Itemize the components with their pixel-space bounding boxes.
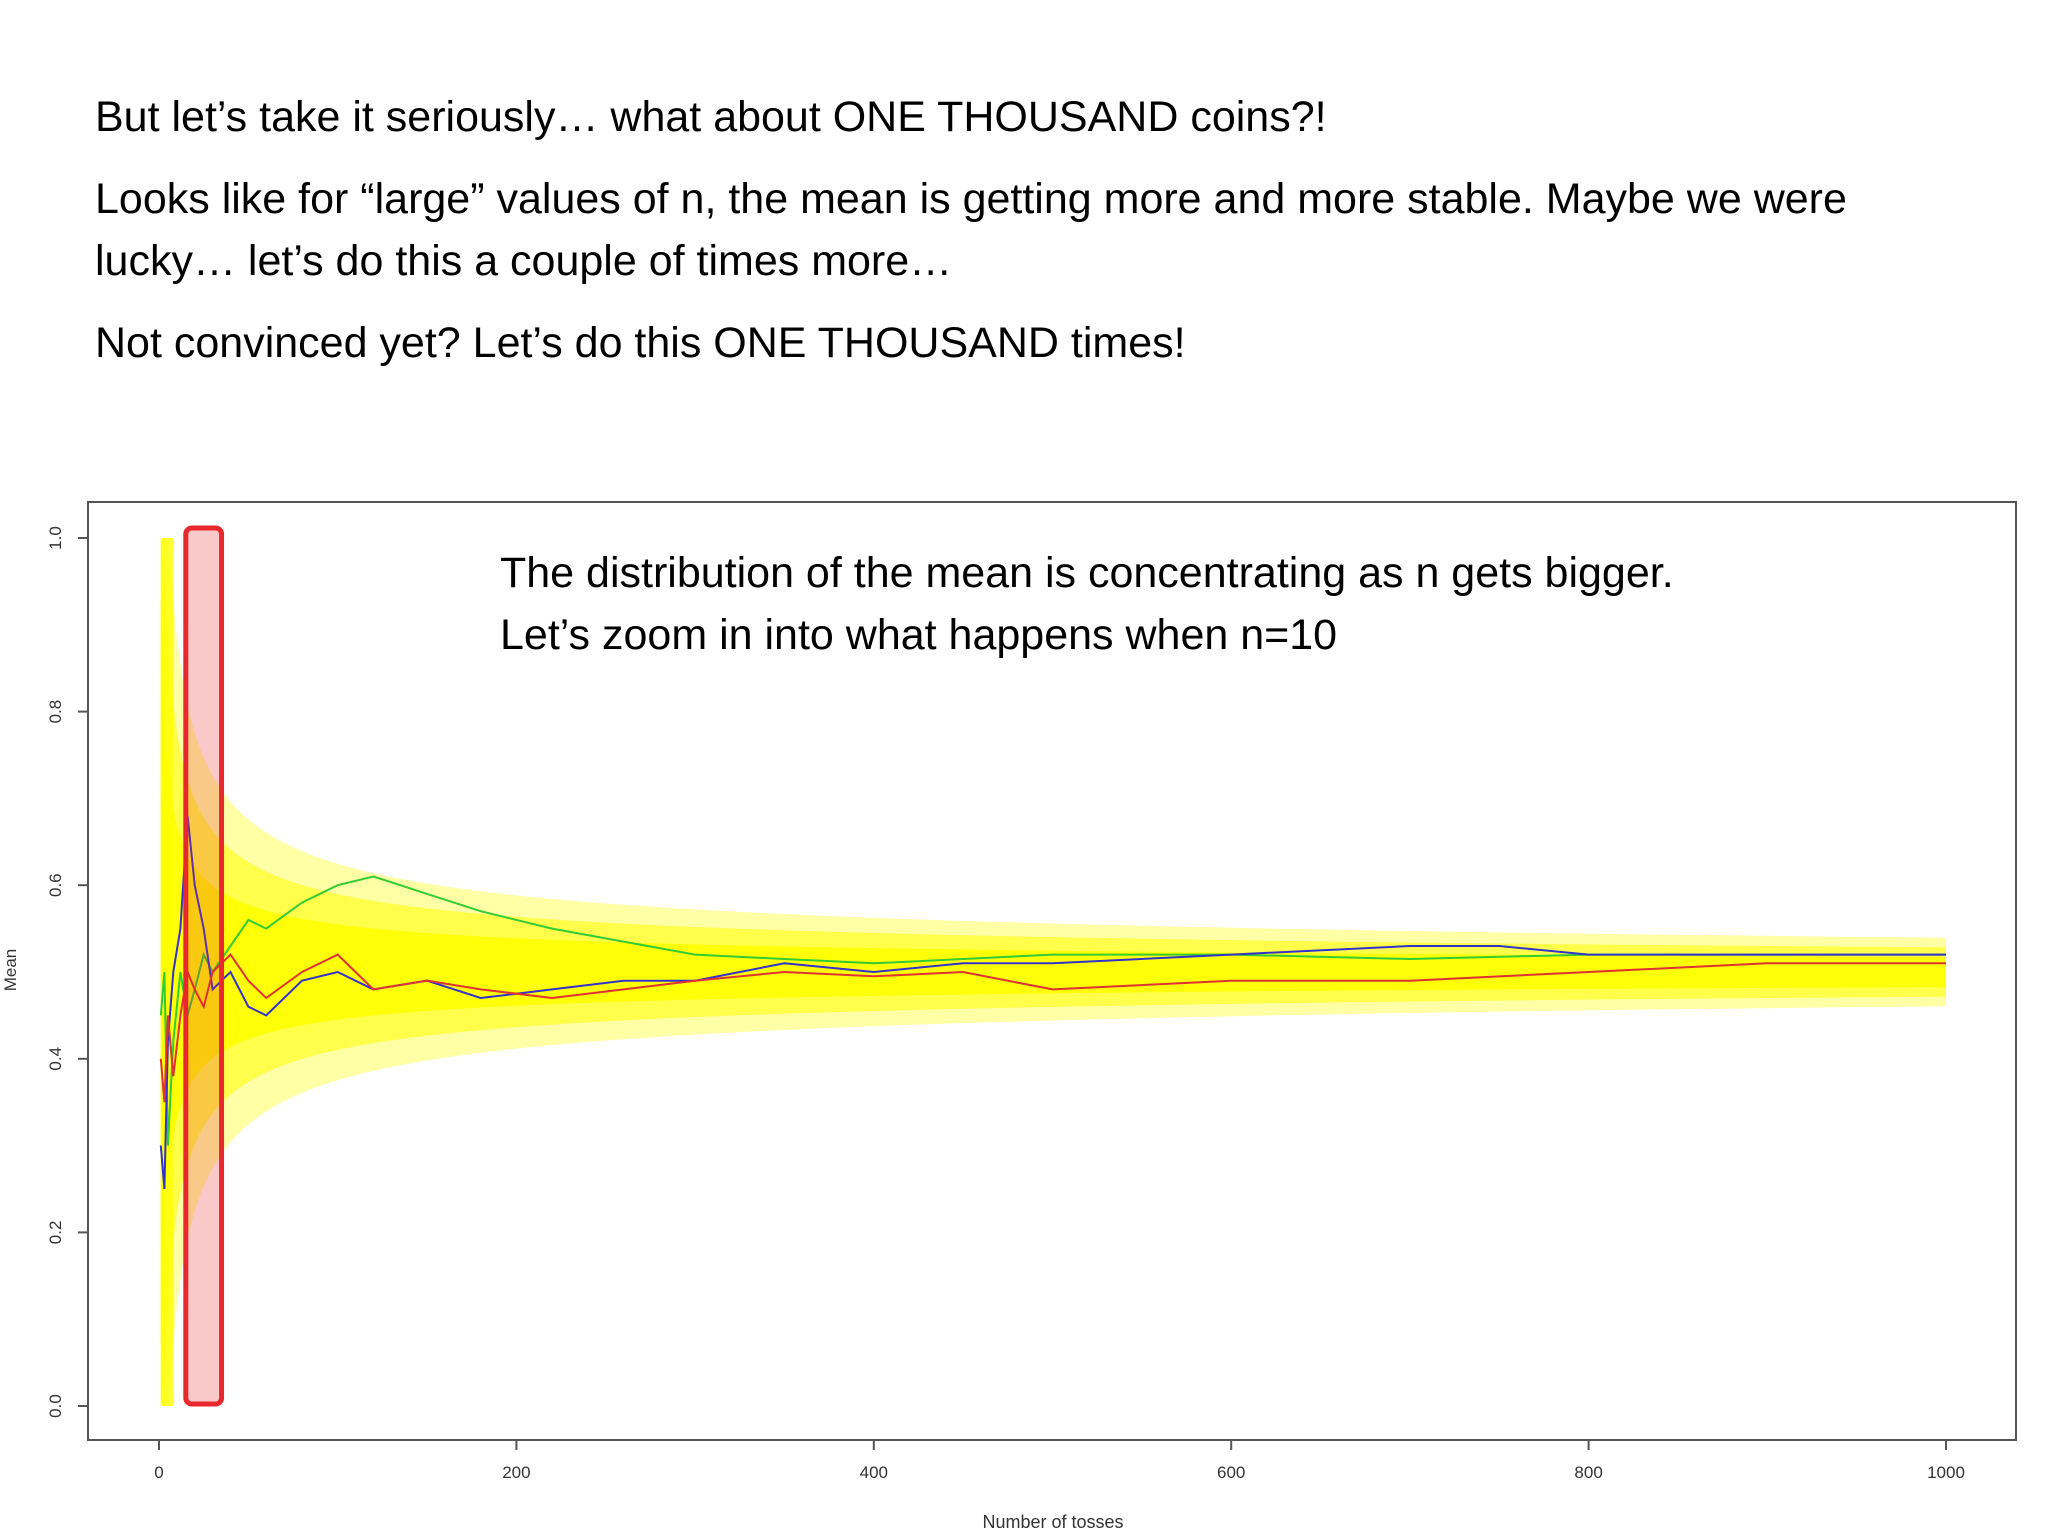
plot-frame — [87, 501, 2017, 1441]
slide-line-3: Not convinced yet? Let’s do this ONE THO… — [95, 319, 1186, 367]
annotation-line-1: The distribution of the mean is concentr… — [500, 549, 1674, 597]
y-tick-label: 0.8 — [46, 700, 65, 724]
y-tick-label: 1.0 — [46, 526, 65, 550]
y-tick-label: 0.6 — [46, 873, 65, 897]
y-tick-label: 0.2 — [46, 1221, 65, 1245]
chart-annotation: The distribution of the mean is concentr… — [500, 542, 1900, 666]
slide-body-text: But let’s take it seriously… what about … — [95, 86, 1995, 394]
x-tick-label: 400 — [860, 1463, 888, 1482]
x-tick-label: 1000 — [1927, 1463, 1965, 1482]
x-axis-label: Number of tosses — [982, 1512, 1123, 1532]
x-axis: 0 200 400 600 800 1000 — [154, 1440, 1965, 1482]
y-tick-label: 0.4 — [46, 1047, 65, 1071]
y-tick-label: 0.0 — [46, 1394, 65, 1418]
slide-line-2: Looks like for “large” values of n, the … — [95, 175, 1847, 285]
annotation-line-2: Let’s zoom in into what happens when n=1… — [500, 611, 1338, 659]
slide-line-1: But let’s take it seriously… what about … — [95, 93, 1327, 141]
highlight-layer — [183, 525, 225, 1407]
highlight-box — [183, 525, 225, 1407]
simulation-band — [160, 538, 1947, 1406]
x-tick-label: 800 — [1574, 1463, 1602, 1482]
x-tick-label: 200 — [502, 1463, 530, 1482]
band-initial-spike — [160, 538, 174, 1406]
x-tick-label: 600 — [1217, 1463, 1245, 1482]
band-inner — [160, 594, 1947, 1350]
x-tick-label: 0 — [154, 1463, 163, 1482]
y-axis: 0.0 0.2 0.4 0.6 0.8 1.0 — [46, 526, 88, 1418]
y-axis-label: Mean — [1, 949, 20, 992]
